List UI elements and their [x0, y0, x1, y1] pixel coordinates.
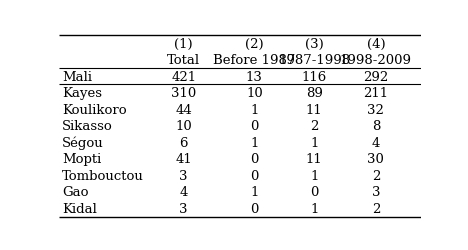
Text: Koulikoro: Koulikoro — [62, 103, 127, 116]
Text: 2: 2 — [372, 202, 380, 215]
Text: 3: 3 — [179, 202, 188, 215]
Text: Mopti: Mopti — [62, 153, 102, 166]
Text: 1: 1 — [310, 202, 318, 215]
Text: 1: 1 — [310, 136, 318, 149]
Text: 10: 10 — [246, 87, 263, 100]
Text: 4: 4 — [372, 136, 380, 149]
Text: 8: 8 — [372, 120, 380, 133]
Text: 292: 292 — [363, 70, 388, 83]
Text: 211: 211 — [363, 87, 388, 100]
Text: 41: 41 — [175, 153, 192, 166]
Text: Kayes: Kayes — [62, 87, 102, 100]
Text: 0: 0 — [310, 186, 318, 198]
Text: 421: 421 — [171, 70, 196, 83]
Text: 44: 44 — [175, 103, 192, 116]
Text: Before 1987: Before 1987 — [213, 54, 296, 67]
Text: 6: 6 — [179, 136, 188, 149]
Text: 3: 3 — [179, 169, 188, 182]
Text: Kidal: Kidal — [62, 202, 97, 215]
Text: 1: 1 — [250, 103, 258, 116]
Text: (2): (2) — [245, 38, 263, 51]
Text: 2: 2 — [372, 169, 380, 182]
Text: 11: 11 — [306, 103, 322, 116]
Text: 2: 2 — [310, 120, 318, 133]
Text: (1): (1) — [174, 38, 193, 51]
Text: 1: 1 — [250, 186, 258, 198]
Text: Tombouctou: Tombouctou — [62, 169, 144, 182]
Text: Total: Total — [167, 54, 200, 67]
Text: 89: 89 — [306, 87, 322, 100]
Text: 0: 0 — [250, 153, 258, 166]
Text: 30: 30 — [367, 153, 384, 166]
Text: Gao: Gao — [62, 186, 88, 198]
Text: 1998-2009: 1998-2009 — [340, 54, 412, 67]
Text: 32: 32 — [367, 103, 384, 116]
Text: 11: 11 — [306, 153, 322, 166]
Text: Sikasso: Sikasso — [62, 120, 113, 133]
Text: (4): (4) — [366, 38, 385, 51]
Text: 0: 0 — [250, 169, 258, 182]
Text: 3: 3 — [372, 186, 380, 198]
Text: 10: 10 — [175, 120, 192, 133]
Text: (3): (3) — [305, 38, 323, 51]
Text: 1: 1 — [250, 136, 258, 149]
Text: 13: 13 — [246, 70, 263, 83]
Text: 310: 310 — [171, 87, 196, 100]
Text: 0: 0 — [250, 202, 258, 215]
Text: 0: 0 — [250, 120, 258, 133]
Text: 116: 116 — [301, 70, 327, 83]
Text: 1987-1998: 1987-1998 — [278, 54, 350, 67]
Text: Mali: Mali — [62, 70, 92, 83]
Text: 4: 4 — [179, 186, 188, 198]
Text: Ségou: Ségou — [62, 136, 104, 149]
Text: 1: 1 — [310, 169, 318, 182]
